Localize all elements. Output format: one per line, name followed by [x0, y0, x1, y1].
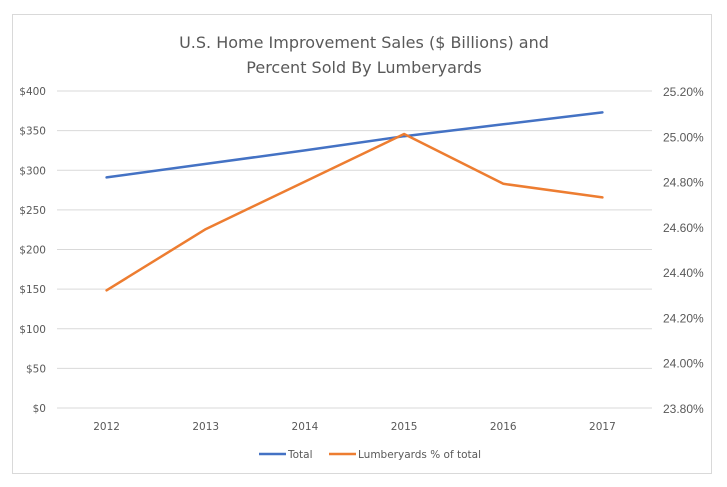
- series-lines: [105, 111, 604, 292]
- left-axis-tick-label: $50: [26, 363, 46, 375]
- right-axis-tick-label: 24.60%: [663, 221, 704, 235]
- right-axis-tick-label: 25.00%: [663, 130, 704, 144]
- right-axis-ticks: 23.80% 24.00% 24.20% 24.40% 24.60% 24.80% 25.0…: [663, 85, 704, 416]
- right-axis-tick-label: 23.80%: [663, 402, 704, 416]
- right-axis-tick-label: 24.20%: [663, 311, 704, 325]
- left-axis-tick-label: $300: [19, 165, 46, 177]
- x-axis-tick-label: 2012: [93, 421, 120, 433]
- x-axis-tick-label: 2013: [192, 421, 219, 433]
- left-axis-tick-label: $350: [19, 126, 46, 138]
- left-axis-tick-label: $200: [19, 245, 46, 257]
- right-axis-tick-label: 25.20%: [663, 85, 704, 99]
- gridlines: [57, 90, 652, 409]
- x-axis-tick-label: 2017: [589, 421, 616, 433]
- left-axis-tick-label: $0: [33, 403, 46, 415]
- left-axis-tick-label: $100: [19, 324, 46, 336]
- right-axis-tick-label: 24.80%: [663, 176, 704, 190]
- legend-label-lumberyards: Lumberyards % of total: [358, 449, 481, 461]
- chart-title-line-2: Percent Sold By Lumberyards: [246, 58, 481, 77]
- x-axis-tick-label: 2014: [292, 421, 319, 433]
- series-line-lumberyards: [105, 132, 604, 292]
- left-axis-ticks: $0 $50 $100 $150 $200 $250 $300 $350 $400: [19, 86, 46, 415]
- x-axis-ticks: 2012 2013 2014 2015 2016 2017: [93, 421, 616, 433]
- chart-title-line-1: U.S. Home Improvement Sales ($ Billions)…: [179, 33, 549, 52]
- series-line-total: [105, 111, 604, 179]
- left-axis-tick-label: $150: [19, 284, 46, 296]
- left-axis-tick-label: $400: [19, 86, 46, 98]
- legend: Total Lumberyards % of total: [259, 449, 481, 461]
- chart-title: U.S. Home Improvement Sales ($ Billions)…: [179, 33, 549, 77]
- x-axis-tick-label: 2015: [391, 421, 418, 433]
- legend-label-total: Total: [287, 449, 313, 461]
- x-axis-tick-label: 2016: [490, 421, 517, 433]
- right-axis-tick-label: 24.40%: [663, 266, 704, 280]
- left-axis-tick-label: $250: [19, 205, 46, 217]
- right-axis-tick-label: 24.00%: [663, 357, 704, 371]
